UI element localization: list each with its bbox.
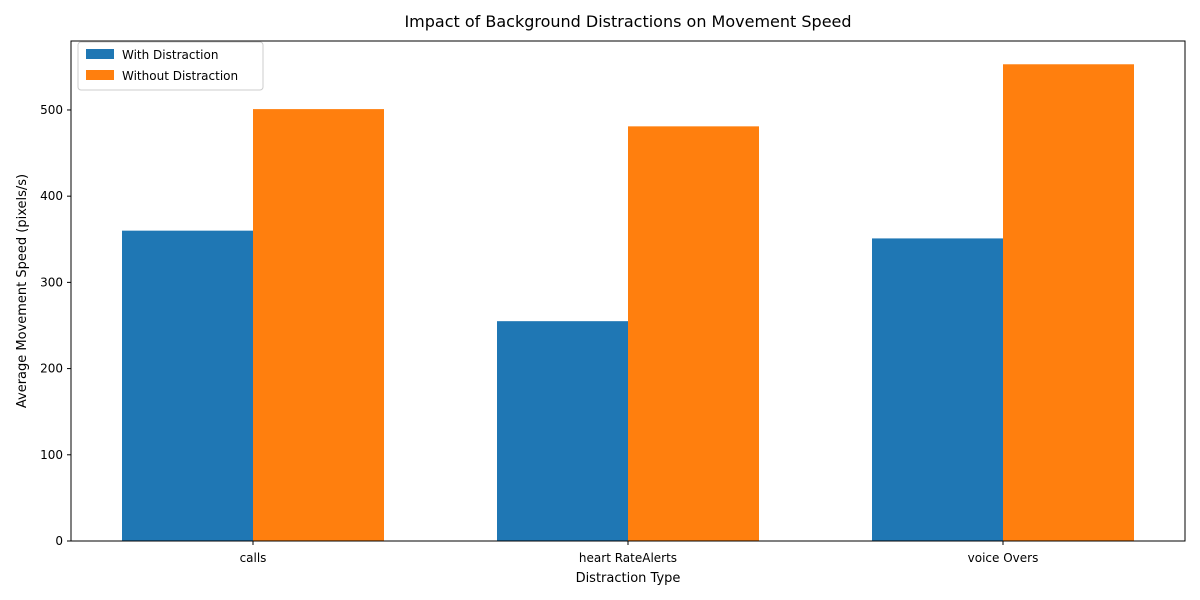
bar-without-distraction-2 xyxy=(1003,64,1134,541)
legend-swatch-without-distraction xyxy=(86,70,114,80)
plot-area xyxy=(122,64,1134,542)
x-axis-label: Distraction Type xyxy=(576,571,681,586)
x-tick-label: calls xyxy=(240,551,267,565)
bar-with-distraction-2 xyxy=(872,238,1003,541)
legend: With Distraction Without Distraction xyxy=(77,41,264,91)
bar-with-distraction-0 xyxy=(122,230,253,542)
y-tick-label: 500 xyxy=(40,103,63,117)
y-tick-label: 0 xyxy=(55,534,63,548)
legend-frame xyxy=(77,41,264,91)
y-tick-label: 400 xyxy=(40,189,63,203)
y-tick-label: 200 xyxy=(40,362,63,376)
legend-label-without-distraction: Without Distraction xyxy=(122,69,238,83)
bar-without-distraction-1 xyxy=(628,126,759,542)
legend-swatch-with-distraction xyxy=(86,49,114,59)
x-tick-label: heart RateAlerts xyxy=(579,551,677,565)
x-tick-label: voice Overs xyxy=(968,551,1039,565)
y-tick-label: 300 xyxy=(40,275,63,289)
y-axis: 0 100 200 300 400 500 xyxy=(40,103,71,548)
y-tick-label: 100 xyxy=(40,448,63,462)
chart-title: Impact of Background Distractions on Mov… xyxy=(404,12,851,31)
bar-without-distraction-0 xyxy=(253,109,384,541)
legend-label-with-distraction: With Distraction xyxy=(122,48,218,62)
bar-with-distraction-1 xyxy=(497,321,628,541)
y-axis-label: Average Movement Speed (pixels/s) xyxy=(15,174,30,408)
x-axis: calls heart RateAlerts voice Overs xyxy=(240,541,1039,565)
